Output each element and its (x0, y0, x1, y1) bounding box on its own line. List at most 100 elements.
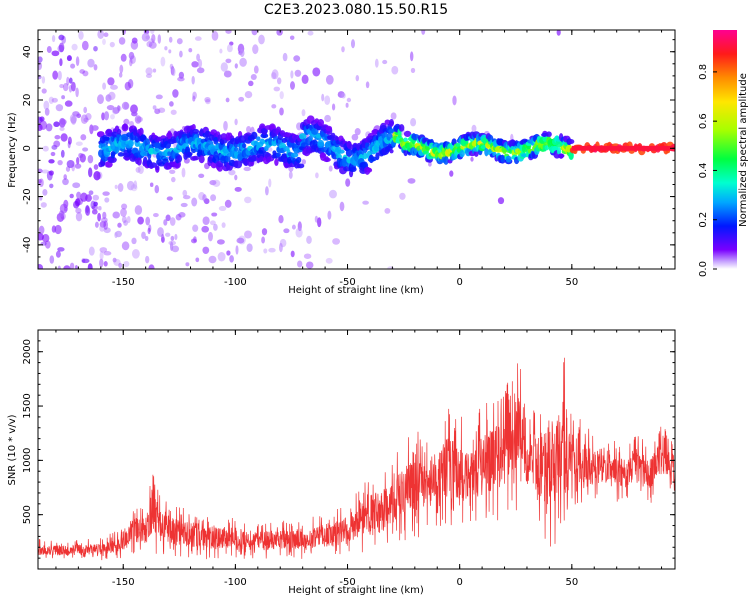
heatmap-cell (48, 159, 55, 164)
heatmap-cell (74, 264, 78, 269)
heatmap-frame (37, 29, 676, 270)
heatmap-cell (382, 59, 388, 65)
heatmap-cell (118, 262, 123, 269)
heatmap-cell (148, 147, 155, 155)
heatmap-cell (99, 251, 104, 260)
heatmap-cell (85, 204, 90, 214)
heatmap-cell (169, 217, 176, 226)
heatmap-cell (114, 184, 118, 189)
heatmap-cell (58, 42, 65, 53)
heatmap-cell (229, 255, 234, 263)
heatmap-cell (83, 117, 89, 123)
heatmap-cell (398, 124, 405, 132)
heatmap-panel: -150 -100 -50 0 50 -40 -20 0 20 40 Height of str… (7, 29, 676, 296)
heatmap-cell (121, 101, 129, 110)
heatmap-cell (317, 139, 324, 147)
heatmap-cell (123, 220, 128, 226)
heatmap-cell (117, 152, 125, 157)
heatmap-cell (69, 193, 74, 199)
heatmap-cell (191, 75, 195, 85)
heatmap-cell (233, 146, 239, 152)
heatmap-cell (129, 58, 133, 67)
heatmap-cell (111, 106, 119, 115)
heatmap-cell (64, 100, 73, 107)
heatmap-cell (241, 143, 247, 149)
heatmap-cell (188, 48, 193, 53)
heatmap-cell (145, 73, 153, 79)
heatmap-cell (180, 202, 188, 208)
heatmap-cell (110, 84, 118, 90)
heatmap-cell (505, 155, 512, 163)
heatmap-cell (198, 191, 205, 201)
heatmap-cell (168, 49, 172, 54)
heatmap-cell (293, 55, 301, 62)
heatmap-cell (116, 105, 121, 112)
heatmap-cell (85, 206, 91, 217)
heatmap-cell (62, 83, 69, 92)
heatmap-cell (41, 76, 46, 84)
heatmap-cell (149, 162, 158, 168)
heatmap-cell (79, 69, 86, 74)
heatmap-cell (131, 248, 140, 259)
heatmap-cell (169, 101, 174, 107)
heatmap-cell (54, 134, 61, 140)
heatmap-cell (303, 253, 312, 259)
heatmap-cell (291, 224, 296, 230)
heatmap-cell (120, 208, 127, 217)
heatmap-cell (374, 58, 379, 68)
heatmap-cell (40, 202, 47, 208)
heatmap-cell (88, 190, 94, 196)
heatmap-cell (133, 180, 138, 190)
colorbar-tick-label: 0.6 (698, 113, 709, 129)
x-tick-label: -100 (224, 577, 247, 588)
heatmap-cell (282, 52, 288, 62)
heatmap-cell (307, 30, 314, 36)
heatmap-cell (198, 173, 205, 179)
heatmap-cell (91, 209, 98, 215)
heatmap-cell (131, 37, 138, 44)
heatmap-cell (103, 227, 111, 234)
heatmap-cell (59, 58, 63, 67)
heatmap-cell (365, 81, 370, 89)
heatmap-cell (110, 114, 115, 120)
heatmap-cell (470, 156, 474, 162)
heatmap-cell (174, 233, 178, 241)
heatmap-cell (290, 81, 295, 90)
heatmap-cell (273, 86, 281, 92)
snr-x-axis-label: Height of straight line (km) (288, 585, 424, 596)
heatmap-cell (131, 237, 137, 245)
heatmap-cell (312, 67, 321, 77)
x-tick-label: -100 (224, 277, 247, 288)
heatmap-cell (252, 44, 259, 55)
heatmap-cell (234, 63, 238, 69)
heatmap-cell (53, 140, 61, 148)
heatmap-cell (497, 197, 505, 205)
colorbar-tick-label: 0.0 (698, 261, 709, 277)
heatmap-cell (94, 221, 99, 228)
heatmap-cell (421, 30, 426, 35)
heatmap-cell (38, 56, 43, 63)
colorbar-ticks: 0.0 0.2 0.4 0.6 0.8 (698, 64, 717, 277)
heatmap-cell (155, 94, 163, 100)
heatmap-cell (38, 225, 45, 235)
heatmap-cell (99, 247, 108, 253)
heatmap-cell (325, 74, 334, 85)
heatmap-cell (97, 212, 101, 222)
heatmap-cell (63, 265, 71, 269)
heatmap-cell (66, 76, 70, 86)
heatmap-cell (102, 191, 110, 196)
heatmap-cell (117, 222, 122, 228)
heatmap-y-axis-label: Frequency (Hz) (7, 112, 18, 188)
heatmap-cell (223, 70, 232, 78)
heatmap-cell (41, 88, 47, 94)
x-tick-label: -150 (112, 577, 135, 588)
heatmap-cell (103, 251, 112, 256)
heatmap-cell (48, 170, 54, 176)
heatmap-cell (217, 252, 226, 262)
heatmap-cell (407, 178, 416, 184)
colorbar-tick-label: 0.4 (698, 162, 709, 178)
heatmap-cell (329, 189, 337, 199)
heatmap-cell (87, 58, 95, 68)
heatmap-cell (389, 149, 394, 154)
heatmap-cell (99, 258, 104, 268)
